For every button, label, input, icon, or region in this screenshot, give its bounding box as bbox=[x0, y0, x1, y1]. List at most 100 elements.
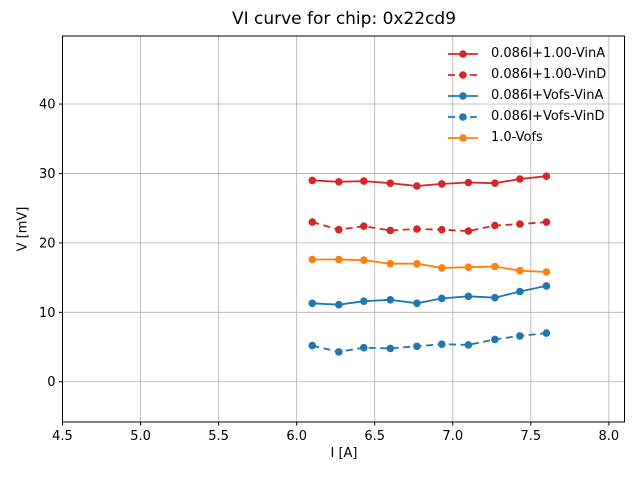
series-line bbox=[312, 258, 547, 273]
data-point-marker bbox=[335, 255, 343, 264]
x-tick-label: 8.0 bbox=[599, 429, 620, 444]
data-point-marker bbox=[308, 218, 317, 226]
series-line bbox=[312, 221, 547, 233]
legend-marker bbox=[459, 91, 467, 100]
data-point-marker bbox=[413, 225, 421, 233]
data-point-marker bbox=[386, 226, 395, 235]
data-point-marker bbox=[542, 282, 551, 290]
x-tick-label: 5.5 bbox=[208, 429, 229, 444]
series-4 bbox=[308, 255, 551, 276]
legend-item-label: 1.0-Vofs bbox=[491, 130, 543, 145]
data-point-marker bbox=[516, 266, 524, 275]
x-tick-label: 6.0 bbox=[286, 429, 307, 444]
grid-lines bbox=[62, 36, 625, 422]
data-point-marker bbox=[413, 259, 421, 268]
data-point-marker bbox=[335, 225, 343, 234]
data-point-marker bbox=[360, 177, 368, 185]
data-point-marker bbox=[308, 299, 317, 308]
data-point-marker bbox=[438, 180, 446, 188]
series-0 bbox=[308, 172, 551, 190]
data-point-marker bbox=[542, 329, 551, 337]
legend-item: 0.086I+Vofs-VinA bbox=[445, 85, 606, 106]
y-tick-label: 30 bbox=[39, 167, 56, 182]
data-point-marker bbox=[413, 299, 421, 308]
data-point-marker bbox=[438, 340, 446, 349]
data-point-marker bbox=[360, 297, 368, 306]
y-tick-label: 0 bbox=[47, 375, 55, 390]
x-tick-label: 7.0 bbox=[442, 429, 463, 444]
series-line bbox=[312, 175, 547, 187]
data-point-marker bbox=[386, 344, 395, 353]
legend-swatch-icon bbox=[448, 133, 478, 142]
legend-item-label: 0.086I+Vofs-VinD bbox=[491, 109, 605, 124]
x-tick-label: 5.0 bbox=[130, 429, 151, 444]
data-point-marker bbox=[491, 221, 499, 230]
legend-swatch-icon bbox=[448, 49, 478, 58]
data-point-marker bbox=[413, 182, 421, 190]
legend-item-label: 0.086I+1.00-VinA bbox=[491, 46, 606, 61]
data-point-marker bbox=[386, 259, 395, 268]
data-point-marker bbox=[542, 268, 551, 276]
y-tick-label: 40 bbox=[39, 98, 56, 113]
series-3 bbox=[308, 329, 551, 356]
legend-marker bbox=[459, 133, 467, 142]
data-point-marker bbox=[516, 220, 524, 228]
data-point-marker bbox=[386, 179, 395, 187]
data-point-marker bbox=[438, 225, 446, 234]
legend-swatch-icon bbox=[448, 91, 478, 100]
data-point-marker bbox=[335, 348, 343, 356]
data-point-marker bbox=[516, 175, 524, 183]
data-point-marker bbox=[308, 341, 317, 350]
series-1 bbox=[308, 218, 551, 235]
data-point-marker bbox=[516, 332, 524, 340]
chart-title: VI curve for chip: 0x22cd9 bbox=[231, 9, 457, 29]
data-point-marker bbox=[438, 264, 446, 272]
data-point-marker bbox=[360, 222, 368, 230]
legend-item: 0.086I+1.00-VinD bbox=[445, 64, 606, 85]
data-point-marker bbox=[464, 263, 473, 272]
series-line bbox=[312, 285, 547, 306]
legend-item: 1.0-Vofs bbox=[445, 127, 606, 148]
axes-spines bbox=[62, 35, 625, 423]
data-point-marker bbox=[335, 300, 343, 309]
legend-item: 0.086I+Vofs-VinD bbox=[445, 106, 606, 127]
data-point-marker bbox=[464, 178, 473, 187]
legend-swatch-icon bbox=[448, 70, 478, 79]
data-point-marker bbox=[542, 172, 551, 180]
data-point-marker bbox=[491, 293, 499, 302]
data-point-marker bbox=[360, 256, 368, 265]
data-point-marker bbox=[308, 255, 317, 264]
y-tick-label: 10 bbox=[39, 306, 56, 321]
x-axis-label: I [A] bbox=[330, 446, 358, 461]
legend-item-label: 0.086I+1.00-VinD bbox=[491, 67, 607, 82]
x-tick-label: 7.5 bbox=[520, 429, 541, 444]
x-tick-label: 6.5 bbox=[364, 429, 385, 444]
data-point-marker bbox=[464, 292, 473, 301]
data-point-marker bbox=[516, 287, 524, 296]
data-point-marker bbox=[491, 335, 499, 344]
data-point-marker bbox=[464, 341, 473, 349]
legend-item: 0.086I+1.00-VinA bbox=[445, 43, 606, 64]
legend-marker bbox=[459, 112, 467, 121]
legend-marker bbox=[459, 49, 467, 58]
data-point-marker bbox=[308, 176, 317, 185]
data-point-marker bbox=[464, 227, 473, 235]
y-tick-label: 20 bbox=[39, 236, 56, 251]
y-axis-label: V [mV] bbox=[15, 206, 31, 252]
data-point-marker bbox=[491, 179, 499, 187]
legend-swatch-icon bbox=[448, 112, 478, 121]
data-point-marker bbox=[438, 294, 446, 303]
x-tick-label: 4.5 bbox=[52, 429, 73, 444]
data-point-marker bbox=[542, 218, 551, 226]
data-point-marker bbox=[360, 343, 368, 352]
legend-marker bbox=[459, 70, 467, 79]
legend-item-label: 0.086I+Vofs-VinA bbox=[491, 88, 604, 103]
data-point-marker bbox=[386, 296, 395, 304]
legend: 0.086I+1.00-VinA 0.086I+1.00-VinD 0.086I+V… bbox=[445, 43, 606, 148]
data-point-marker bbox=[413, 342, 421, 351]
series-2 bbox=[308, 282, 551, 309]
series-line bbox=[312, 332, 547, 353]
data-point-marker bbox=[491, 262, 499, 271]
